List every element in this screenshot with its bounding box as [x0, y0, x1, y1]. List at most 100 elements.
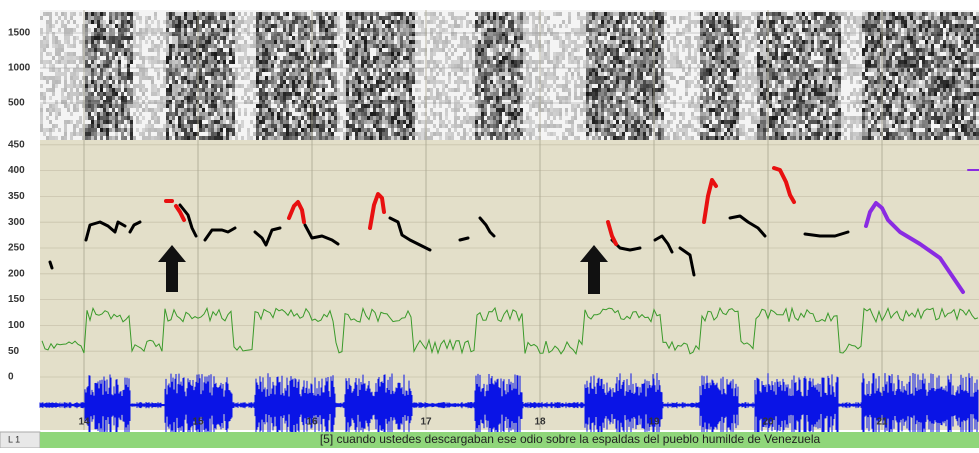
spectrogram-cell — [661, 16, 664, 20]
spectrogram-cell — [94, 112, 97, 116]
spectrogram-cell — [655, 44, 658, 48]
spectrogram-cell — [556, 36, 559, 40]
spectrogram-cell — [634, 80, 637, 84]
spectrogram-cell — [547, 132, 550, 136]
spectrogram-cell — [457, 80, 460, 84]
spectrogram-cell — [388, 52, 391, 56]
spectrogram-cell — [178, 120, 181, 124]
spectrogram-cell — [319, 80, 322, 84]
spectrogram-cell — [211, 84, 214, 88]
spectrogram-cell — [493, 120, 496, 124]
spectrogram-cell — [280, 40, 283, 44]
spectrogram-cell — [643, 84, 646, 88]
spectrogram-cell — [412, 112, 415, 116]
spectrogram-cell — [526, 100, 529, 104]
spectrogram-cell — [268, 44, 271, 48]
spectrogram-cell — [169, 104, 172, 108]
spectrogram-cell — [130, 76, 133, 80]
spectrogram-cell — [511, 32, 514, 36]
spectrogram-cell — [229, 72, 232, 76]
spectrogram-cell — [55, 48, 58, 52]
spectrogram-cell — [424, 52, 427, 56]
spectrogram-cell — [61, 12, 64, 16]
spectrogram-cell — [502, 108, 505, 112]
spectrogram-cell — [595, 56, 598, 60]
spectrogram-cell — [574, 104, 577, 108]
spectrogram-cell — [94, 100, 97, 104]
spectrogram-cell — [358, 96, 361, 100]
spectrogram-cell — [349, 36, 352, 40]
spectrogram-cell — [592, 128, 595, 132]
spectrogram-cell — [217, 80, 220, 84]
spectrogram-cell — [268, 128, 271, 132]
spectrogram-cell — [79, 84, 82, 88]
spectrogram-cell — [496, 40, 499, 44]
spectrogram-cell — [277, 76, 280, 80]
spectrogram-cell — [169, 84, 172, 88]
spectrogram-cell — [532, 120, 535, 124]
spectrogram-cell — [61, 88, 64, 92]
spectrogram-cell — [376, 112, 379, 116]
spectrogram-cell — [364, 80, 367, 84]
spectrogram-cell — [55, 104, 58, 108]
spectrogram-cell — [247, 128, 250, 132]
spectrogram-cell — [325, 108, 328, 112]
spectrogram-cell — [574, 28, 577, 32]
spectrogram-cell — [325, 48, 328, 52]
spectrogram-cell — [520, 120, 523, 124]
spectrogram-cell — [436, 132, 439, 136]
spectrogram-cell — [211, 132, 214, 136]
spectrogram-cell — [190, 112, 193, 116]
spectrogram-cell — [364, 12, 367, 16]
spectrogram-cell — [82, 28, 85, 32]
spectrogram-cell — [433, 116, 436, 120]
spectrogram-cell — [445, 132, 448, 136]
spectrogram-cell — [355, 12, 358, 16]
spectrogram-cell — [223, 124, 226, 128]
spectrogram-cell — [400, 12, 403, 16]
spectrogram-cell — [658, 104, 661, 108]
spectrogram-cell — [226, 88, 229, 92]
spectrogram-cell — [475, 64, 478, 68]
spectrogram-cell — [487, 40, 490, 44]
spectrogram-cell — [661, 120, 664, 124]
spectrogram-cell — [109, 40, 112, 44]
spectrogram-cell — [232, 60, 235, 64]
spectrogram-cell — [100, 16, 103, 20]
spectrogram-cell — [262, 136, 265, 140]
spectrogram-cell — [322, 56, 325, 60]
spectrogram-cell — [367, 124, 370, 128]
spectrogram-cell — [397, 80, 400, 84]
spectrogram-cell — [358, 72, 361, 76]
spectrogram-cell — [451, 16, 454, 20]
spectrogram-cell — [502, 56, 505, 60]
spectrogram-cell — [598, 24, 601, 28]
spectrogram-cell — [472, 32, 475, 36]
spectrogram-cell — [388, 60, 391, 64]
spectrogram-cell — [469, 20, 472, 24]
spectrogram-cell — [217, 84, 220, 88]
spectrogram-cell — [631, 96, 634, 100]
spectrogram-cell — [451, 32, 454, 36]
spectrogram-cell — [223, 60, 226, 64]
spectrogram-cell — [67, 40, 70, 44]
spectrogram-cell — [484, 108, 487, 112]
spectrogram-cell — [652, 108, 655, 112]
spectrogram-cell — [262, 92, 265, 96]
spectrogram-cell — [202, 104, 205, 108]
spectrogram-cell — [595, 120, 598, 124]
spectrogram-cell — [307, 80, 310, 84]
spectrogram-cell — [94, 68, 97, 72]
spectrogram-cell — [247, 100, 250, 104]
spectrogram-cell — [304, 96, 307, 100]
spectrogram-cell — [592, 76, 595, 80]
spectrogram-cell — [199, 56, 202, 60]
spectrogram-cell — [319, 92, 322, 96]
spectrogram-cell — [214, 132, 217, 136]
spectrogram-cell — [499, 72, 502, 76]
spectrogram-cell — [85, 44, 88, 48]
spectrogram-cell — [376, 16, 379, 20]
spectrogram-cell — [112, 12, 115, 16]
spectrogram-cell — [70, 56, 73, 60]
spectrogram-cell — [265, 48, 268, 52]
